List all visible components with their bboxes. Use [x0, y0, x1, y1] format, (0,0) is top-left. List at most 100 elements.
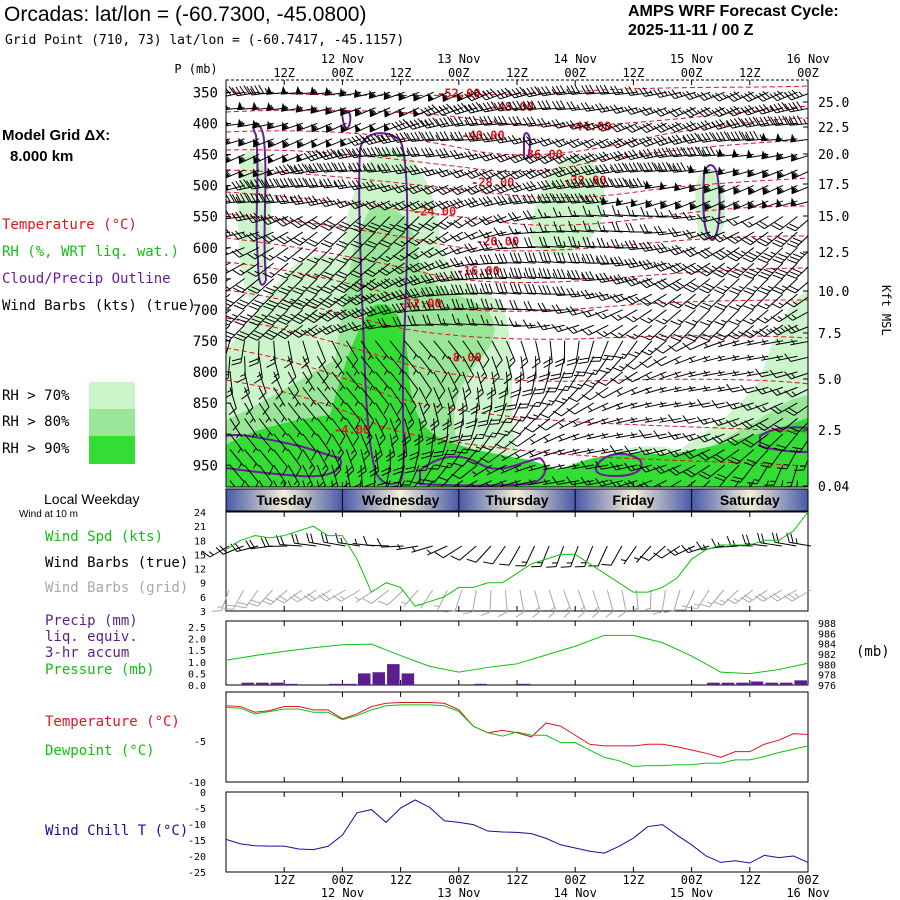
barb-half: [311, 432, 315, 438]
barb-pennant: [311, 123, 318, 132]
barb-flag: [381, 421, 388, 430]
barb-flag: [229, 193, 236, 203]
barb-pennant: [267, 120, 273, 130]
barb-flag: [391, 279, 400, 288]
barb-half: [383, 354, 387, 360]
barb-half: [279, 402, 284, 408]
xs-wind-barb: [273, 449, 288, 476]
barb-flag: [250, 85, 257, 95]
barb-flag: [247, 271, 257, 277]
temperature-contour-label: -28.00: [471, 175, 514, 189]
xs-wind-barb: [531, 340, 541, 369]
barb-half: [221, 103, 224, 108]
barb-pennant: [790, 133, 797, 143]
xs-wind-barb: [258, 371, 267, 400]
xs-wind-barb: [277, 293, 304, 311]
barb-flag: [379, 228, 390, 233]
barb-flag: [566, 362, 577, 366]
barb-staff: [302, 433, 317, 452]
xs-wind-barb: [360, 402, 375, 430]
xs-wind-barb: [275, 216, 303, 227]
barb-flag: [543, 252, 548, 262]
barb-half: [300, 329, 306, 334]
xs-wind-barb: [258, 433, 274, 453]
xs-wind-barb: [267, 138, 289, 149]
barb-flag: [653, 430, 660, 439]
xs-wind-barb: [233, 293, 260, 310]
barb-flag: [290, 331, 300, 338]
barb-staff: [389, 387, 404, 406]
barb-flag: [354, 419, 361, 430]
pressure-tick-label: 450: [193, 148, 218, 164]
barb-staff: [807, 464, 808, 487]
xs-wind-barb: [493, 87, 522, 100]
barb-staff: [226, 309, 231, 325]
barb-flag: [358, 470, 367, 478]
top-date-label: 15 Nov: [670, 52, 713, 66]
barb-flag: [368, 420, 375, 430]
barb-flag: [292, 390, 300, 400]
barb-flag: [262, 272, 272, 278]
barb-flag: [293, 483, 300, 487]
barb-flag: [483, 254, 489, 264]
barb-staff: [316, 340, 327, 362]
barb-flag: [203, 195, 208, 204]
barb-half: [340, 416, 344, 422]
xs-wind-barb: [640, 309, 667, 324]
xs-wind-barb: [328, 464, 339, 487]
model-grid-label: Model Grid ΔX:: [2, 127, 111, 144]
xs-wind-barb: [248, 278, 274, 294]
xs-wind-barb: [394, 216, 420, 233]
barb-flag: [403, 131, 410, 141]
barb-half: [371, 256, 377, 261]
barb-half: [240, 373, 246, 377]
barb-flag: [414, 288, 421, 297]
barb-flag: [239, 211, 246, 220]
barb-half: [353, 370, 358, 376]
barb-flag: [523, 427, 534, 433]
xs-wind-barb: [392, 316, 420, 327]
barb-flag: [341, 162, 348, 172]
barb-staff: [331, 418, 346, 437]
xs-wind-barb: [302, 464, 313, 487]
barb-half: [264, 181, 269, 187]
barb-half: [377, 165, 381, 172]
barb-flag: [398, 276, 407, 285]
barb-staff: [357, 480, 362, 487]
xs-wind-barb: [306, 247, 333, 264]
barb-flag: [402, 439, 411, 447]
xs-wind-barb: [226, 309, 245, 326]
barb-flag: [308, 221, 318, 228]
xs-wind-barb: [277, 278, 304, 295]
barb-half: [362, 295, 368, 300]
barb-staff: [226, 340, 231, 362]
barb-staff: [345, 418, 360, 437]
barb-flag: [771, 224, 781, 231]
barb-flag: [590, 360, 600, 362]
barb-pennant: [238, 155, 245, 164]
barb-flag: [786, 274, 797, 279]
xs-wind-barb: [683, 278, 711, 293]
barb-flag: [366, 268, 377, 275]
barb-half: [508, 272, 512, 279]
barb-flag: [248, 362, 259, 367]
xs-wind-barb: [376, 132, 405, 144]
grid-wind-barb: [332, 589, 361, 602]
barb-pennant: [776, 198, 783, 208]
xs-wind-barb: [347, 134, 376, 147]
barb-flag: [382, 225, 393, 230]
barb-pennant: [296, 139, 303, 149]
barb-flag: [376, 306, 384, 315]
barb-flag: [528, 284, 533, 294]
xs-wind-barb: [638, 106, 667, 116]
xs-wind-barb: [383, 90, 405, 101]
barb-flag: [348, 286, 358, 292]
barb-half: [522, 357, 527, 362]
barb-half: [354, 385, 359, 391]
barb-flag: [297, 313, 307, 320]
barb-flag: [513, 252, 519, 263]
barb-flag: [396, 147, 402, 157]
barb-staff: [229, 480, 244, 487]
barb-half: [221, 197, 224, 202]
barb-pennant: [237, 101, 244, 110]
